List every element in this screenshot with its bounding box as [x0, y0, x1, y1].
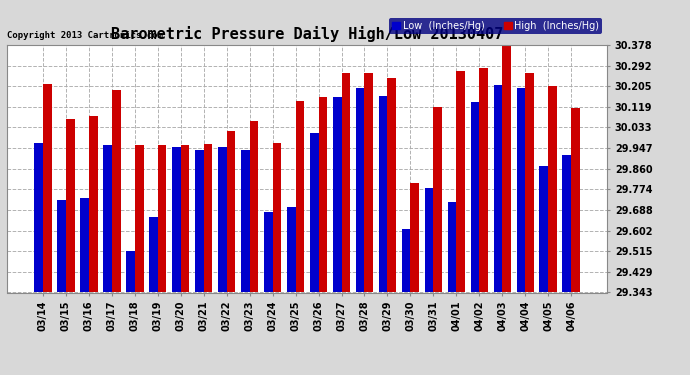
Bar: [89, 116, 97, 292]
Bar: [250, 121, 258, 292]
Bar: [379, 96, 388, 292]
Bar: [135, 145, 144, 292]
Bar: [319, 97, 327, 292]
Bar: [549, 86, 557, 292]
Bar: [103, 145, 112, 292]
Bar: [433, 107, 442, 292]
Bar: [411, 183, 419, 292]
Bar: [295, 101, 304, 292]
Bar: [402, 229, 411, 292]
Bar: [456, 71, 465, 292]
Bar: [66, 118, 75, 292]
Bar: [264, 212, 273, 292]
Bar: [80, 198, 89, 292]
Bar: [571, 108, 580, 292]
Bar: [181, 145, 190, 292]
Bar: [218, 147, 226, 292]
Bar: [517, 88, 525, 292]
Bar: [388, 78, 396, 292]
Bar: [195, 150, 204, 292]
Bar: [424, 188, 433, 292]
Bar: [172, 147, 181, 292]
Bar: [226, 130, 235, 292]
Bar: [273, 142, 282, 292]
Bar: [158, 145, 166, 292]
Bar: [204, 144, 213, 292]
Bar: [241, 150, 250, 292]
Bar: [287, 207, 295, 292]
Bar: [310, 133, 319, 292]
Bar: [562, 154, 571, 292]
Legend: Low  (Inches/Hg), High  (Inches/Hg): Low (Inches/Hg), High (Inches/Hg): [389, 18, 602, 33]
Bar: [502, 45, 511, 292]
Bar: [480, 68, 488, 292]
Text: Copyright 2013 Cartronics.com: Copyright 2013 Cartronics.com: [7, 31, 163, 40]
Bar: [112, 90, 121, 292]
Bar: [364, 73, 373, 292]
Bar: [525, 73, 534, 292]
Bar: [471, 102, 480, 292]
Bar: [356, 88, 364, 292]
Bar: [34, 142, 43, 292]
Bar: [342, 73, 351, 292]
Bar: [57, 200, 66, 292]
Bar: [149, 217, 158, 292]
Bar: [126, 251, 135, 292]
Title: Barometric Pressure Daily High/Low 20130407: Barometric Pressure Daily High/Low 20130…: [111, 27, 503, 42]
Bar: [540, 166, 549, 292]
Bar: [333, 97, 342, 292]
Bar: [493, 85, 502, 292]
Bar: [43, 84, 52, 292]
Bar: [448, 202, 456, 292]
